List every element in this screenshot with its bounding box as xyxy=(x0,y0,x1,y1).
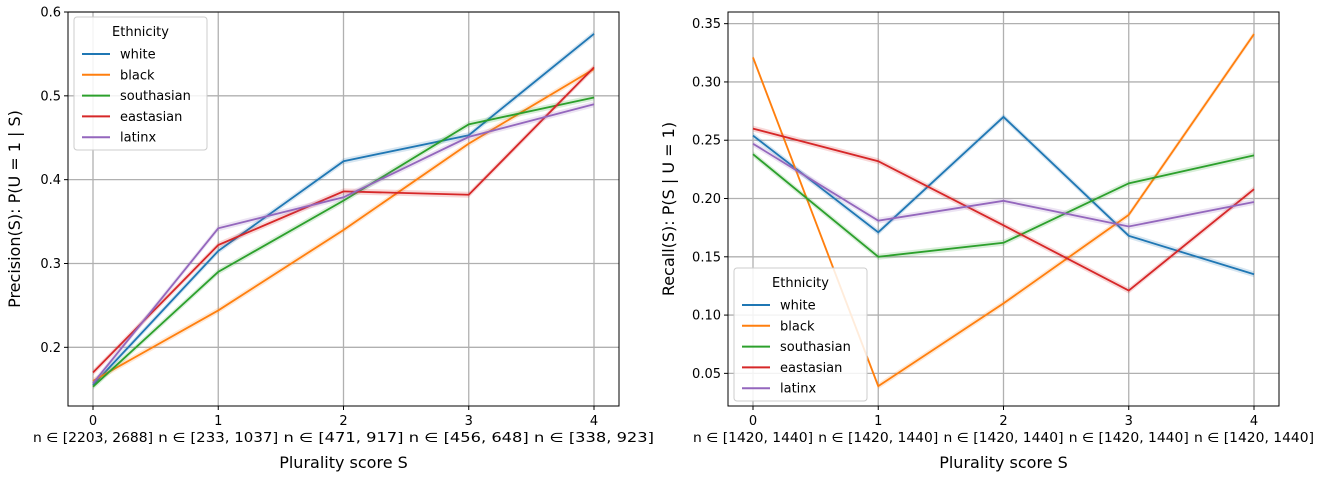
x-tick-label: 4 xyxy=(590,414,598,429)
y-tick-label: 0.10 xyxy=(692,309,721,324)
series-eastasian-line xyxy=(92,66,595,374)
x-sample-size-label: n ∈ [338, 923] xyxy=(534,431,654,446)
legend-label-eastasian: eastasian xyxy=(120,110,182,125)
legend: Ethnicity white black southasian eastasian la… xyxy=(733,267,868,402)
legend-label-latinx: latinx xyxy=(780,382,817,397)
legend-label-black: black xyxy=(120,68,155,83)
y-tick-label: 0.6 xyxy=(40,6,61,21)
series-white-line xyxy=(752,115,1255,276)
legend-label-southasian: southasian xyxy=(120,89,191,104)
legend-label-southasian: southasian xyxy=(780,340,851,355)
precision-chart: 0.2 0.3 0.4 0.5 0.6 0 n ∈ [2203, 2688] 1 n ∈ [23… xyxy=(5,6,654,473)
series-latinx-line xyxy=(92,103,595,384)
series-white-line xyxy=(92,33,595,386)
x-tick-label: 3 xyxy=(1125,414,1133,429)
legend-label-black: black xyxy=(780,319,815,334)
x-sample-size-label: n ∈ [1420, 1440] xyxy=(1069,431,1189,446)
recall-chart: 0.05 0.10 0.15 0.20 0.25 0.30 0.35 0 n ∈ [1420, … xyxy=(659,11,1314,472)
series-latinx-line xyxy=(752,142,1255,228)
y-tick-label: 0.05 xyxy=(692,367,721,382)
x-tick-label: 3 xyxy=(465,414,473,429)
x-sample-size-label: n ∈ [456, 648] xyxy=(409,431,529,446)
y-tick-label: 0.25 xyxy=(692,134,721,149)
x-tick-label: 0 xyxy=(749,414,757,429)
x-sample-size-label: n ∈ [471, 917] xyxy=(284,431,404,446)
x-tick-label: 2 xyxy=(999,414,1007,429)
legend-label-eastasian: eastasian xyxy=(780,361,842,376)
series-southasian-line xyxy=(92,96,595,388)
y-tick-label: 0.35 xyxy=(692,17,721,32)
x-tick-label: 4 xyxy=(1250,414,1258,429)
x-sample-size-label: n ∈ [1420, 1440] xyxy=(1194,431,1314,446)
x-sample-size-label: n ∈ [233, 1037] xyxy=(158,431,278,446)
series-eastasian-line xyxy=(752,127,1255,292)
y-axis-title: Precision(S): P(U = 1 | S) xyxy=(5,110,24,308)
legend-label-white: white xyxy=(120,48,156,63)
x-sample-size-label: n ∈ [2203, 2688] xyxy=(33,431,153,446)
x-sample-size-label: n ∈ [1420, 1440] xyxy=(818,431,938,446)
y-tick-label: 0.5 xyxy=(40,89,61,104)
series-black-line xyxy=(92,68,595,382)
x-tick-label: 2 xyxy=(339,414,347,429)
x-axis-title: Plurality score S xyxy=(939,453,1068,472)
x-tick-label: 0 xyxy=(89,414,97,429)
series-southasian-line xyxy=(752,153,1255,258)
x-tick-label: 1 xyxy=(874,414,882,429)
legend-label-latinx: latinx xyxy=(120,131,157,146)
y-tick-label: 0.20 xyxy=(692,192,721,207)
x-sample-size-label: n ∈ [1420, 1440] xyxy=(944,431,1064,446)
y-tick-label: 0.30 xyxy=(692,75,721,90)
y-tick-label: 0.2 xyxy=(40,341,61,356)
y-tick-label: 0.3 xyxy=(40,257,61,272)
x-axis-title: Plurality score S xyxy=(279,453,408,472)
legend-title: Ethnicity xyxy=(772,276,829,291)
y-axis-title: Recall(S): P(S | U = 1) xyxy=(659,122,678,296)
legend: Ethnicity white black southasian eastasian la… xyxy=(73,16,208,151)
x-sample-size-label: n ∈ [1420, 1440] xyxy=(693,431,813,446)
y-tick-label: 0.15 xyxy=(692,250,721,265)
legend-label-white: white xyxy=(780,299,816,314)
legend-title: Ethnicity xyxy=(112,25,169,40)
y-tick-label: 0.4 xyxy=(40,173,61,188)
series-black-band xyxy=(93,66,594,384)
x-tick-label: 1 xyxy=(214,414,222,429)
